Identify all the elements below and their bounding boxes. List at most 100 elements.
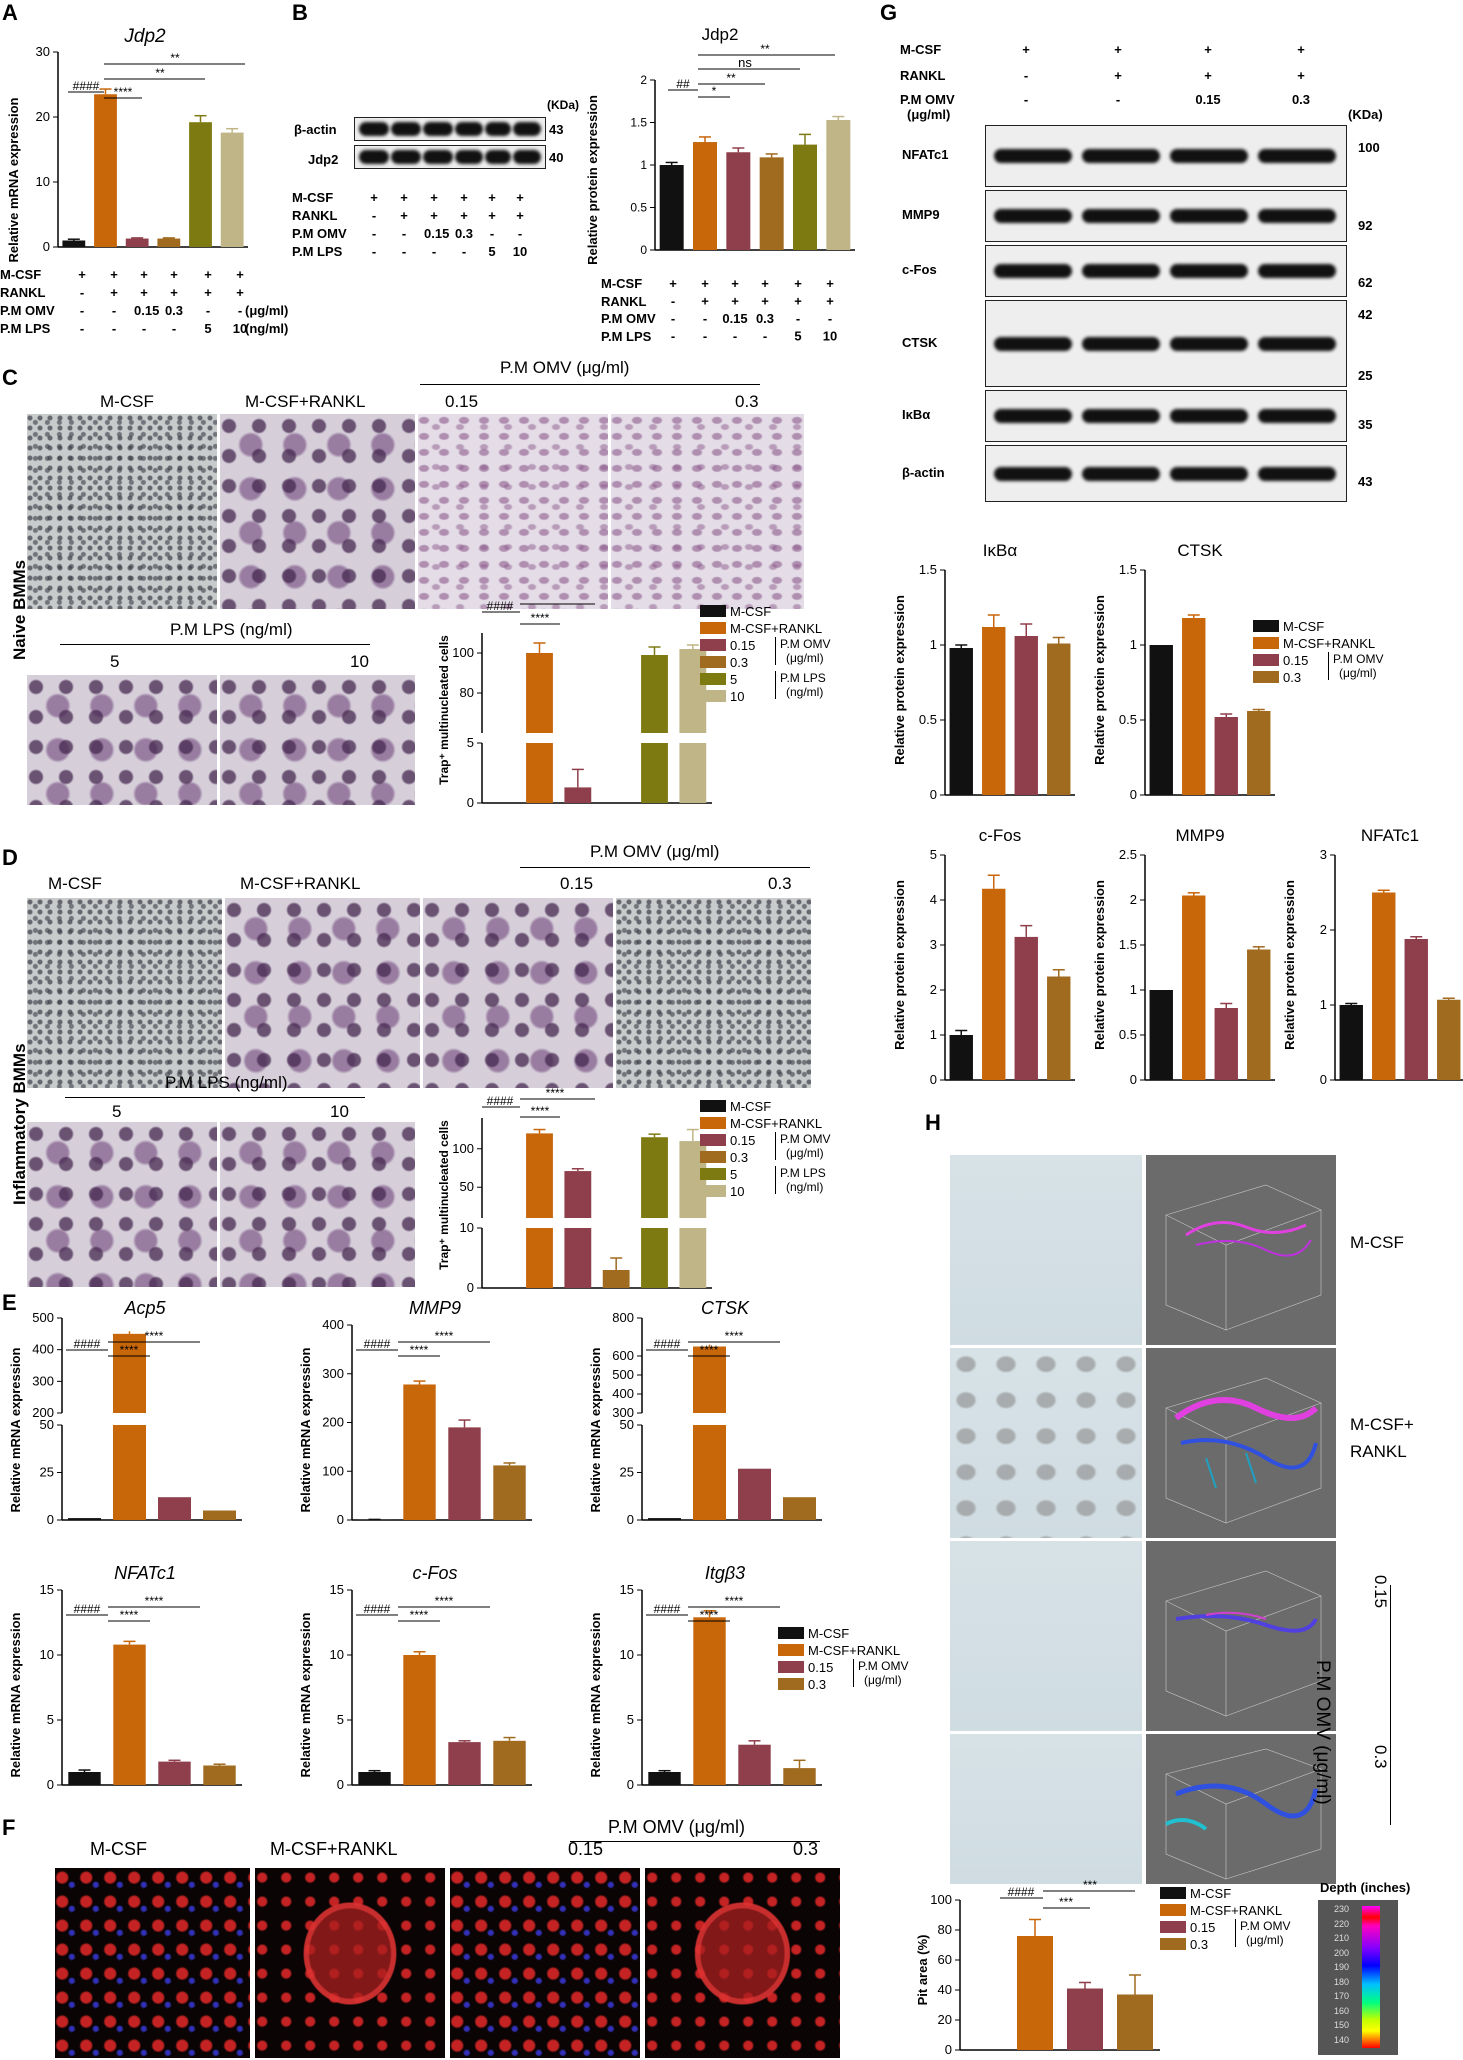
legend-label: 0.15	[730, 1132, 756, 1148]
bar	[68, 1518, 101, 1520]
legend-swatch	[700, 1185, 726, 1197]
protein-chart-NFATc1: NFATc1 Relative protein expression 0 1 2 3	[1282, 826, 1463, 1087]
y-tick-label: 2.5	[1119, 847, 1137, 862]
legend-label: M-CSF	[1283, 618, 1325, 634]
panel-d-chart: Trap⁺ multinucleated cells 0 10 50 100 ####…	[437, 1086, 712, 1295]
bar	[982, 888, 1006, 1080]
bar	[1047, 976, 1071, 1080]
bar	[62, 240, 86, 247]
treatment-cell: 0.3	[454, 226, 474, 241]
protein-ylabel: Relative protein expression	[1092, 595, 1107, 765]
panel-label-g: G	[880, 0, 898, 25]
sig-mark: ####	[74, 1602, 101, 1616]
bar	[189, 122, 212, 247]
y-tick-label: 80	[460, 685, 474, 700]
gene-title: MMP9	[409, 1298, 461, 1318]
bar	[564, 1171, 592, 1218]
y-tick-label: 1	[1130, 982, 1137, 997]
y-tick-label: 100	[322, 1463, 344, 1478]
treatment-cell: 0.3	[164, 303, 184, 318]
blot-label: β-actin	[902, 464, 945, 480]
y-tick-label: 10	[460, 1220, 474, 1235]
row-label: M-CSF	[900, 42, 942, 57]
blot-label: IκBα	[902, 407, 931, 422]
treatment-cell: +	[170, 267, 178, 282]
legend-label: 0.3	[1190, 1936, 1209, 1952]
y-tick-label: 600	[612, 1348, 634, 1363]
panel-b-ylabel: Relative protein expression	[585, 95, 600, 265]
blot-label: CTSK	[902, 334, 938, 350]
y-tick-label: 0	[930, 787, 937, 802]
bar	[693, 142, 717, 250]
treatment-cell: +	[430, 208, 438, 223]
blot-strip	[985, 190, 1347, 242]
row-label: P.M OMV	[900, 92, 955, 107]
legend-swatch	[700, 1100, 726, 1112]
col-header: 0.15	[445, 392, 479, 411]
treatment-cell: -	[1023, 68, 1029, 83]
blot-label: β-actin	[294, 122, 337, 137]
legend-label: M-CSF	[808, 1625, 850, 1641]
y-tick-label: 0	[467, 1280, 474, 1295]
treatment-cell: +	[400, 190, 408, 205]
y-tick-label: 200	[32, 1405, 54, 1420]
sig-mark: ****	[725, 1329, 744, 1343]
depth-tick: 200	[1334, 1947, 1350, 1958]
sig-mark: ****	[435, 1329, 454, 1343]
panel-b-chart: Jdp2 Relative protein expression 0 0.5 1 1.…	[585, 25, 855, 344]
bar	[679, 1228, 707, 1288]
treatment-cell: +	[170, 285, 178, 300]
gene-title: NFATc1	[114, 1563, 176, 1583]
bar	[641, 743, 668, 803]
treatment-cell: +	[140, 285, 148, 300]
gene-title: c-Fos	[413, 1563, 458, 1583]
row-label: RANKL	[292, 208, 338, 223]
col-header: 0.15	[560, 874, 594, 893]
treatment-cell: -	[237, 303, 243, 318]
y-tick-label: 15	[620, 1582, 634, 1597]
sig-mark: ####	[654, 1602, 681, 1616]
row-label: RANKL	[0, 285, 46, 300]
kda-value: 35	[1358, 417, 1373, 432]
blot-label: Jdp2	[308, 152, 339, 167]
treatment-cell: -	[79, 285, 85, 300]
sig-mark: ####	[364, 1337, 391, 1351]
bar	[358, 1772, 391, 1785]
lps-title: P.M LPS (ng/ml)	[170, 620, 293, 639]
bar	[693, 1617, 726, 1785]
sig-c-2: ****	[546, 600, 565, 605]
sig-b-0: ##	[676, 77, 690, 91]
bar	[448, 1427, 481, 1520]
depth-tick: 140	[1334, 2034, 1350, 2045]
y-tick-label: 50	[460, 1179, 474, 1194]
row-label: M-CSF	[292, 190, 334, 205]
treatment-cell: +	[236, 285, 244, 300]
y-tick-label: 30	[36, 44, 50, 59]
legend-item: M-CSF	[1160, 1885, 1231, 1901]
legend-swatch	[700, 1134, 726, 1146]
y-tick-label: 10	[40, 1647, 54, 1662]
col-header: M-CSF	[48, 874, 102, 893]
sig-mark: ****	[700, 1608, 719, 1622]
row-label: P.M OMV	[0, 303, 55, 318]
y-tick-label: 300	[322, 1366, 344, 1381]
col-header: M-CSF+RANKL	[240, 874, 361, 893]
bar	[203, 1510, 236, 1520]
treatment-cell: +	[826, 294, 834, 309]
blot-strip-actin	[354, 117, 546, 141]
bar	[659, 165, 684, 250]
bar	[641, 1137, 668, 1218]
col-header: 0.3	[768, 874, 792, 893]
sig-mark: ****	[700, 1343, 719, 1357]
legend-item: M-CSF+RANKL	[700, 1115, 822, 1131]
treatment-cell: +	[370, 190, 378, 205]
y-tick-label: 100	[452, 645, 474, 660]
micrograph-d-rankl	[225, 898, 420, 1088]
legend-item: M-CSF+RANKL	[1160, 1902, 1282, 1918]
bar	[1117, 1994, 1153, 2050]
legend-label: 5	[730, 1166, 738, 1182]
micrograph-d-mcsf	[27, 898, 222, 1088]
legend-h: M-CSF M-CSF+RANKL 0.15 0.3 P.M OMV (μg/ml)	[1160, 1885, 1330, 1965]
kda-label: (KDa)	[547, 98, 579, 112]
panel-label-f: F	[2, 1815, 16, 1840]
